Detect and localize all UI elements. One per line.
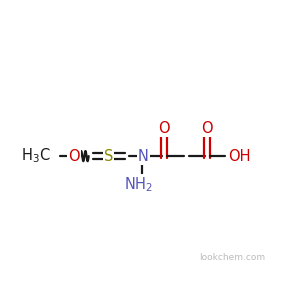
Text: O: O [68,148,79,164]
Text: H$_3$C: H$_3$C [21,147,51,166]
Text: OH: OH [229,148,251,164]
Text: S: S [104,148,113,164]
Text: O: O [201,121,213,136]
Text: lookchem.com: lookchem.com [199,253,266,262]
Text: O: O [158,121,170,136]
Text: NH$_2$: NH$_2$ [124,176,153,194]
Text: N: N [138,148,149,164]
